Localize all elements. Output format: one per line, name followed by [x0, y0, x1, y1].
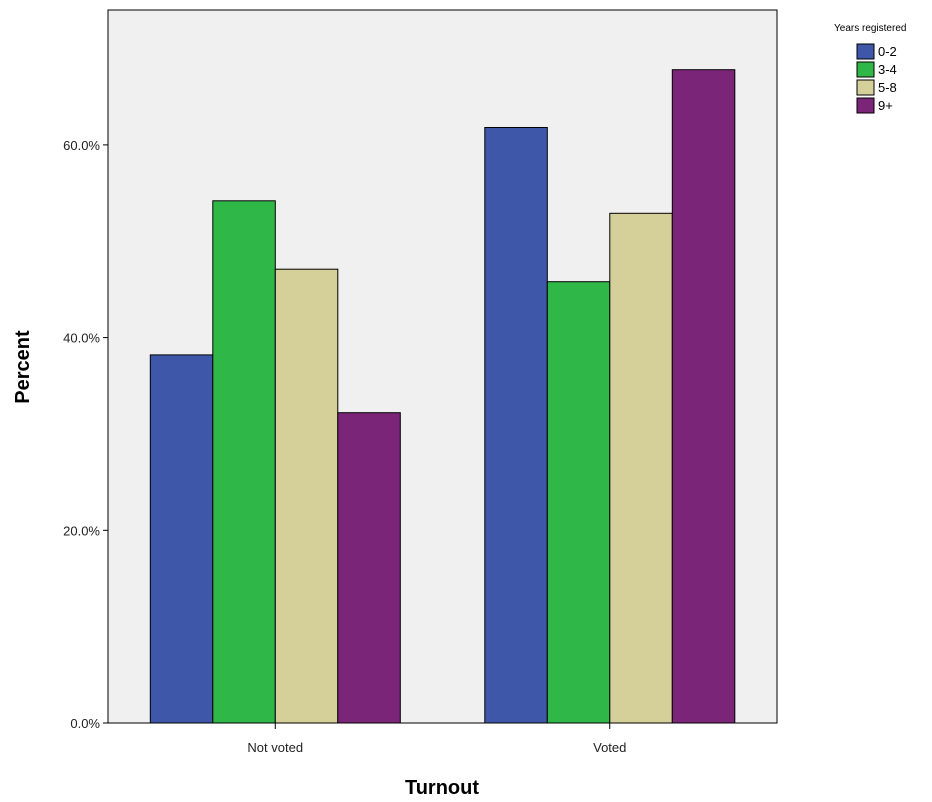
legend-label-5-8: 5-8	[878, 80, 897, 95]
y-tick-label: 20.0%	[63, 523, 100, 538]
legend-swatch-0-2	[856, 43, 875, 60]
legend-swatch-9+	[856, 97, 875, 114]
bar-9+-not-voted	[337, 412, 401, 724]
y-axis-title: Percent	[12, 330, 34, 404]
bar-3-4-voted	[546, 281, 611, 724]
legend-swatch-3-4	[856, 61, 875, 78]
x-axis-title: Turnout	[405, 777, 479, 799]
legend: Years registered 0-2 3-4 5-8 9+	[834, 23, 906, 114]
x-tick-label: Voted	[593, 740, 626, 755]
legend-label-3-4: 3-4	[878, 62, 897, 77]
legend-title: Years registered	[834, 23, 906, 34]
y-axis: 0.0% 20.0% 40.0% 60.0%	[63, 138, 108, 731]
y-tick-label: 0.0%	[70, 716, 100, 731]
bar-0-2-not-voted	[149, 354, 214, 724]
bar-5-8-not-voted	[274, 268, 339, 724]
y-tick-label: 40.0%	[63, 331, 100, 346]
legend-swatch-5-8	[856, 79, 875, 96]
x-tick-label: Not voted	[247, 740, 303, 755]
bar-9+-voted	[671, 69, 736, 724]
legend-label-0-2: 0-2	[878, 44, 897, 59]
bar-0-2-voted	[484, 127, 548, 724]
x-axis: Not voted Voted	[247, 723, 626, 755]
y-tick-label: 60.0%	[63, 138, 100, 153]
bars-group	[149, 69, 736, 724]
bar-3-4-not-voted	[212, 200, 276, 724]
bar-5-8-voted	[609, 212, 673, 724]
legend-label-9+: 9+	[878, 98, 893, 113]
